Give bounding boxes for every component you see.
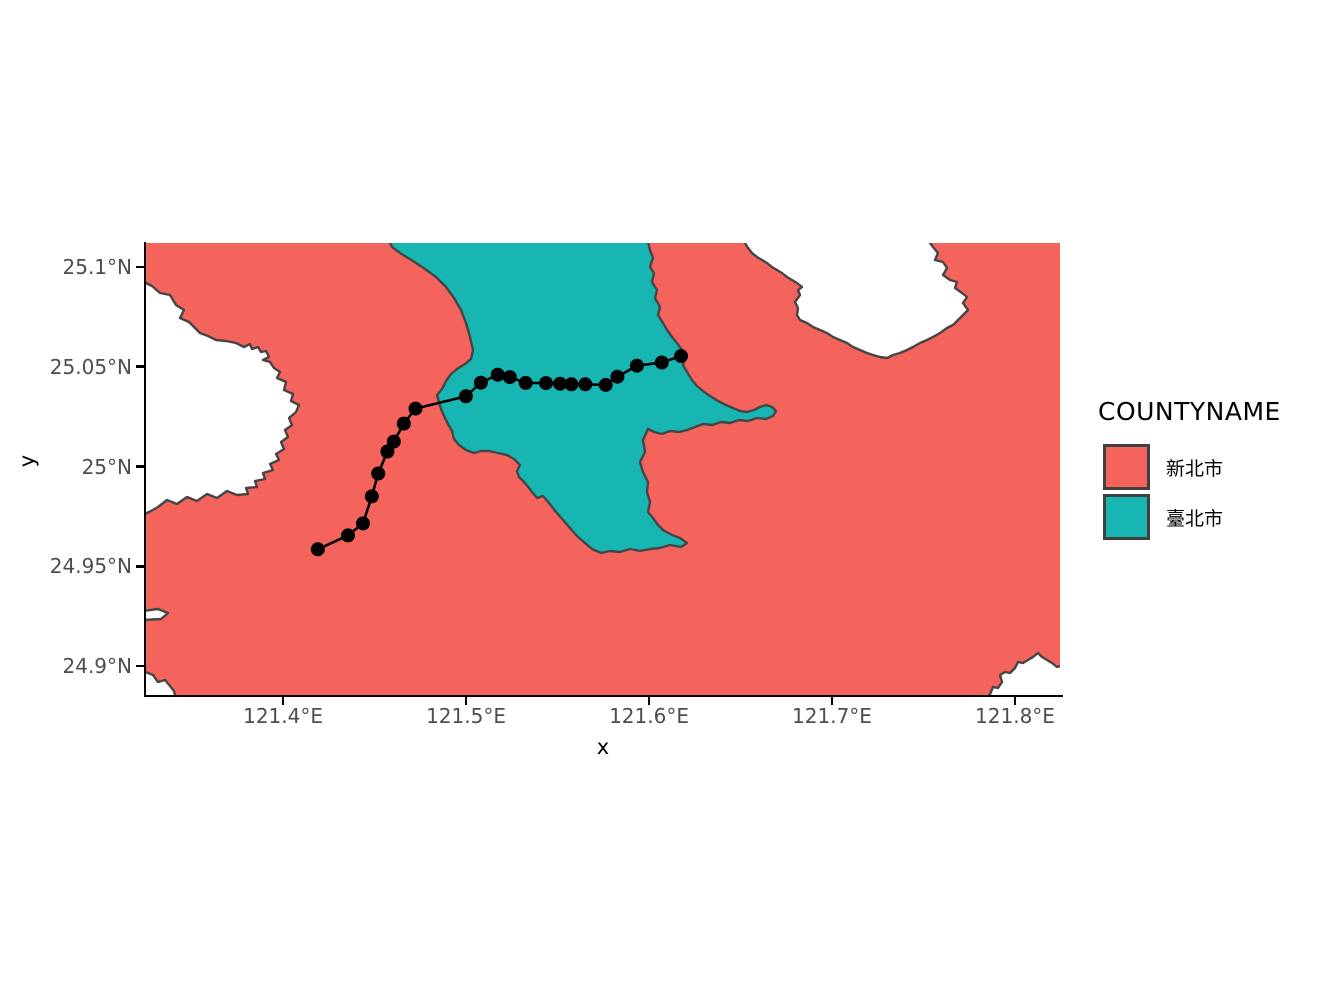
x-tick-label: 121.4°E xyxy=(243,704,323,728)
legend-label: 臺北市 xyxy=(1166,507,1224,530)
y-tick-label: 25.1°N xyxy=(62,254,133,279)
track-point xyxy=(310,542,325,557)
y-tick-mark xyxy=(135,365,144,368)
outside-region-shape xyxy=(743,243,970,360)
track-point xyxy=(473,375,488,390)
track-point xyxy=(502,370,517,385)
track-point xyxy=(518,375,533,390)
track-point xyxy=(408,401,423,416)
track-point xyxy=(341,528,355,543)
x-tick-mark xyxy=(1013,697,1017,705)
y-axis-line xyxy=(143,242,146,697)
track-point xyxy=(364,489,379,504)
y-tick-mark xyxy=(135,565,144,568)
map-panel xyxy=(146,243,1060,695)
x-axis-line xyxy=(143,694,1063,697)
legend-swatch-xinbei xyxy=(1103,444,1150,490)
outside-region-shape xyxy=(988,651,1060,695)
y-tick-mark xyxy=(135,664,144,668)
y-tick-label: 24.9°N xyxy=(62,654,133,679)
legend-item: 臺北市 xyxy=(1103,494,1223,540)
y-axis-title: y xyxy=(15,454,39,468)
track-point xyxy=(490,367,505,382)
track-point xyxy=(371,466,386,481)
track-point xyxy=(598,377,613,392)
x-tick-mark xyxy=(464,697,468,705)
track-point xyxy=(629,358,644,373)
legend-label: 新北市 xyxy=(1166,457,1224,480)
outside-regions xyxy=(146,243,1060,695)
outside-region-shape xyxy=(146,607,170,622)
track-point xyxy=(458,389,473,404)
x-axis-title: x xyxy=(596,735,610,759)
legend-item: 新北市 xyxy=(1103,444,1223,490)
county-shape-taipei xyxy=(388,243,778,555)
legend-swatch-taipei xyxy=(1103,494,1150,540)
track-point xyxy=(386,434,401,449)
track-point xyxy=(610,369,625,384)
y-tick-label: 25°N xyxy=(81,454,132,479)
track-layer xyxy=(310,349,688,557)
y-tick-mark xyxy=(135,465,144,468)
y-tick-mark xyxy=(135,265,144,269)
outside-region-shape xyxy=(146,281,301,515)
outside-region-shape xyxy=(146,670,177,695)
track-point xyxy=(578,377,593,392)
track-point xyxy=(380,444,395,459)
track-point xyxy=(553,376,568,391)
track-point xyxy=(564,377,579,392)
x-tick-mark xyxy=(830,697,834,705)
track-point xyxy=(654,355,669,370)
x-tick-label: 121.6°E xyxy=(609,704,689,728)
legend-title: COUNTYNAME xyxy=(1098,397,1281,426)
y-tick-label: 25.05°N xyxy=(49,354,132,379)
x-tick-mark xyxy=(647,697,651,705)
y-tick-label: 24.95°N xyxy=(49,554,132,579)
track-point xyxy=(539,376,553,391)
x-tick-label: 121.8°E xyxy=(975,704,1055,728)
x-tick-mark xyxy=(281,697,285,705)
track-point xyxy=(356,516,370,531)
legend: COUNTYNAME 新北市 臺北市 xyxy=(1098,397,1281,540)
x-tick-label: 121.7°E xyxy=(792,704,872,728)
track-point xyxy=(674,349,688,364)
x-tick-label: 121.5°E xyxy=(426,704,506,728)
track-point xyxy=(396,416,411,431)
